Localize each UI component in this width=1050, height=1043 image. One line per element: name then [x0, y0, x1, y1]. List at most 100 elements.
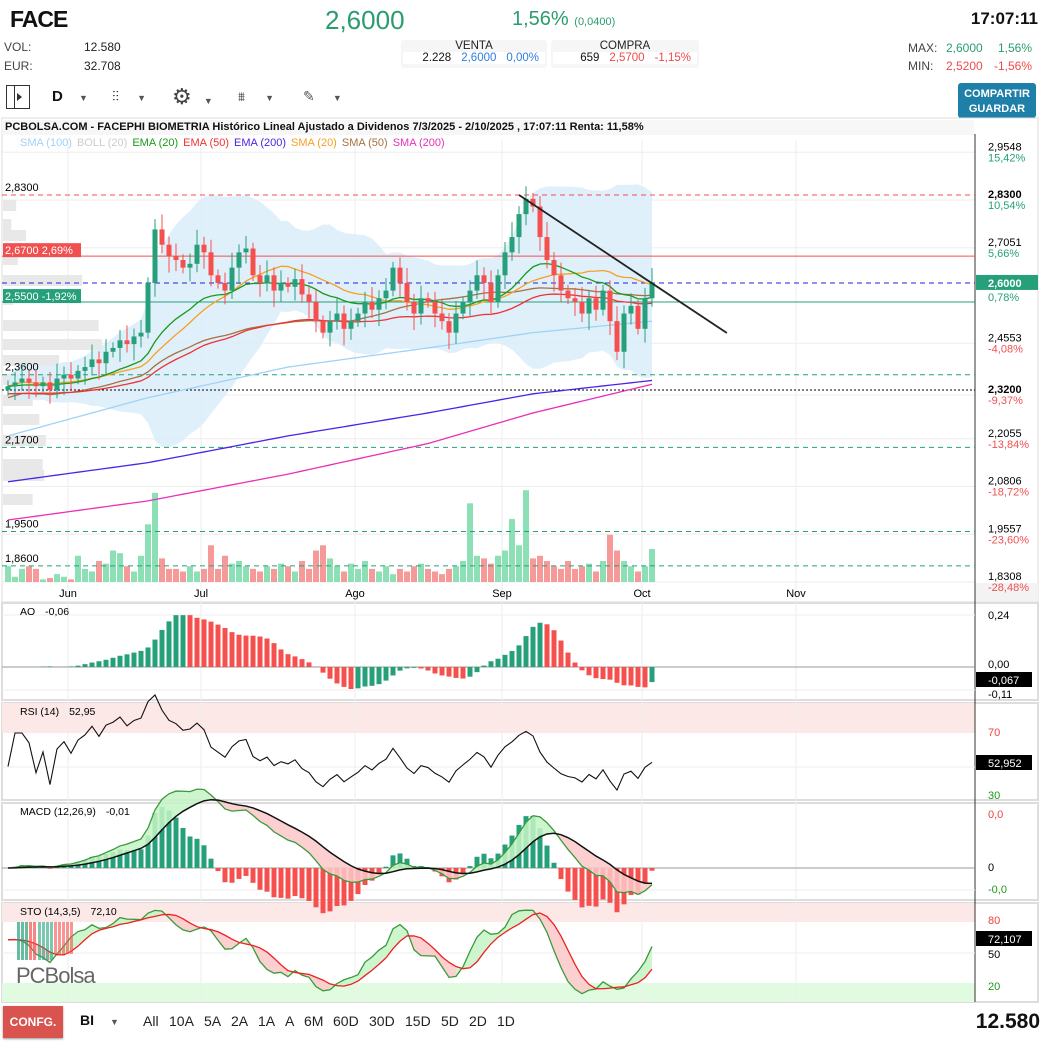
ao-bar — [40, 666, 46, 667]
macd-fill-segment — [204, 789, 211, 801]
sto-fill-segment — [540, 913, 547, 933]
max-label: MAX: — [908, 41, 938, 55]
legend-item[interactable]: BOLL (20) — [76, 137, 128, 149]
range-button-10a[interactable]: 10A — [169, 1013, 194, 1029]
ao-bar — [551, 630, 557, 667]
sto-k-line — [7, 909, 653, 995]
range-button-15d[interactable]: 15D — [405, 1013, 431, 1029]
volume-bar — [131, 571, 137, 582]
macd-fill-segment — [589, 851, 596, 876]
range-button-5a[interactable]: 5A — [204, 1013, 222, 1029]
candle-body — [432, 302, 438, 314]
sto-fill-segment — [176, 915, 183, 930]
period-select[interactable]: D ▼ — [52, 88, 88, 105]
sidebar-toggle-button[interactable] — [6, 85, 30, 109]
current-price-tag — [976, 274, 1038, 290]
volume-bar — [229, 563, 235, 582]
mode-select[interactable]: BI ▼ — [80, 1012, 119, 1028]
range-button-2a[interactable]: 2A — [231, 1013, 249, 1029]
compra-label: COMPRA — [599, 40, 651, 52]
candle-body — [383, 290, 389, 299]
sto-value: 72,10 — [91, 906, 117, 918]
ao-bar — [47, 666, 53, 667]
macd-histogram-bar — [572, 868, 578, 900]
candle-body — [348, 321, 354, 329]
candle-body — [12, 382, 18, 387]
volume-bar — [411, 566, 417, 582]
legend-item[interactable]: SMA (20) — [291, 137, 337, 149]
volume-bar — [383, 566, 389, 582]
macd-histogram-bar — [285, 868, 291, 899]
candle-body — [173, 256, 179, 260]
candle-body — [103, 351, 109, 364]
ao-bar — [537, 622, 543, 667]
legend-item[interactable]: EMA (50) — [183, 137, 230, 149]
range-button-a[interactable]: A — [285, 1013, 295, 1029]
macd-fill-segment — [351, 865, 358, 883]
candle-body — [75, 370, 81, 379]
watermark-logo-bar — [50, 922, 53, 960]
chart-type-select[interactable]: ⫶⫶ ▼ — [112, 88, 146, 105]
indicators-select[interactable]: ⩩ ▼ — [238, 88, 274, 105]
range-button-1d[interactable]: 1D — [497, 1013, 515, 1029]
share-save-button[interactable]: COMPARTIR GUARDAR — [958, 83, 1036, 118]
legend-item[interactable]: SMA (200) — [392, 137, 445, 149]
ao-bar — [369, 667, 375, 686]
macd-fill-segment — [295, 828, 302, 848]
price-axis-pct: -28,48% — [988, 582, 1029, 594]
range-button-60d[interactable]: 60D — [333, 1013, 359, 1029]
ao-bar — [68, 666, 74, 667]
ao-bar — [544, 624, 550, 667]
level-tag-label: 2,5500 -1,92% — [5, 291, 77, 303]
candle-body — [320, 321, 326, 333]
ao-bar — [516, 645, 522, 667]
ao-bar — [355, 667, 361, 689]
volume-profile-bar — [3, 414, 40, 425]
macd-fill-segment — [141, 828, 148, 849]
candle-body — [376, 298, 382, 310]
volume-bar — [82, 568, 88, 582]
macd-fill-segment — [498, 852, 505, 868]
candle-body — [362, 302, 368, 314]
range-button-1a[interactable]: 1A — [258, 1013, 276, 1029]
chevron-down-icon: ▼ — [203, 96, 213, 106]
macd-fill-segment — [561, 834, 568, 850]
price-axis-label: 2,4553 — [988, 332, 1022, 344]
ao-bar — [474, 667, 480, 673]
volume-bar — [173, 568, 179, 582]
legend-item[interactable]: SMA (100) — [20, 137, 72, 149]
volume-bar — [481, 558, 487, 582]
ao-bar — [530, 626, 536, 667]
sto-fill-segment — [260, 947, 267, 970]
macd-fill-segment — [260, 810, 267, 826]
macd-histogram-bar — [292, 868, 298, 897]
range-button-5d[interactable]: 5D — [441, 1013, 459, 1029]
candle-body — [229, 267, 235, 291]
range-button-30d[interactable]: 30D — [369, 1013, 395, 1029]
volume-bar — [397, 568, 403, 582]
macd-fill-segment — [372, 872, 379, 880]
range-button-all[interactable]: All — [143, 1013, 159, 1029]
macd-fill-segment — [631, 877, 638, 895]
ao-bar — [607, 667, 613, 680]
candle-body — [628, 305, 634, 314]
settings-select[interactable]: ⚙ ▼ — [172, 84, 213, 110]
rsi-readout-box — [976, 755, 1032, 770]
candle-body — [369, 302, 375, 310]
config-button[interactable]: CONFG. — [3, 1006, 63, 1038]
legend-item[interactable]: EMA (200) — [234, 137, 286, 149]
volume-bar — [495, 555, 501, 582]
legend-item[interactable]: SMA (50) — [341, 137, 388, 149]
candle-body — [572, 298, 578, 303]
macd-histogram-bar — [404, 858, 410, 868]
candle-body — [649, 282, 655, 299]
price-axis-pct: -9,37% — [988, 395, 1023, 407]
level-tag-label: 2,6700 2,69% — [5, 245, 73, 257]
range-button-6m[interactable]: 6M — [304, 1013, 324, 1029]
range-button-2d[interactable]: 2D — [469, 1013, 487, 1029]
legend-item[interactable]: EMA (20) — [132, 137, 179, 149]
rsi-readout: 52,952 — [988, 758, 1022, 770]
macd-fill-segment — [302, 832, 309, 853]
drawing-tools-select[interactable]: ✎ ▼ — [303, 88, 342, 105]
